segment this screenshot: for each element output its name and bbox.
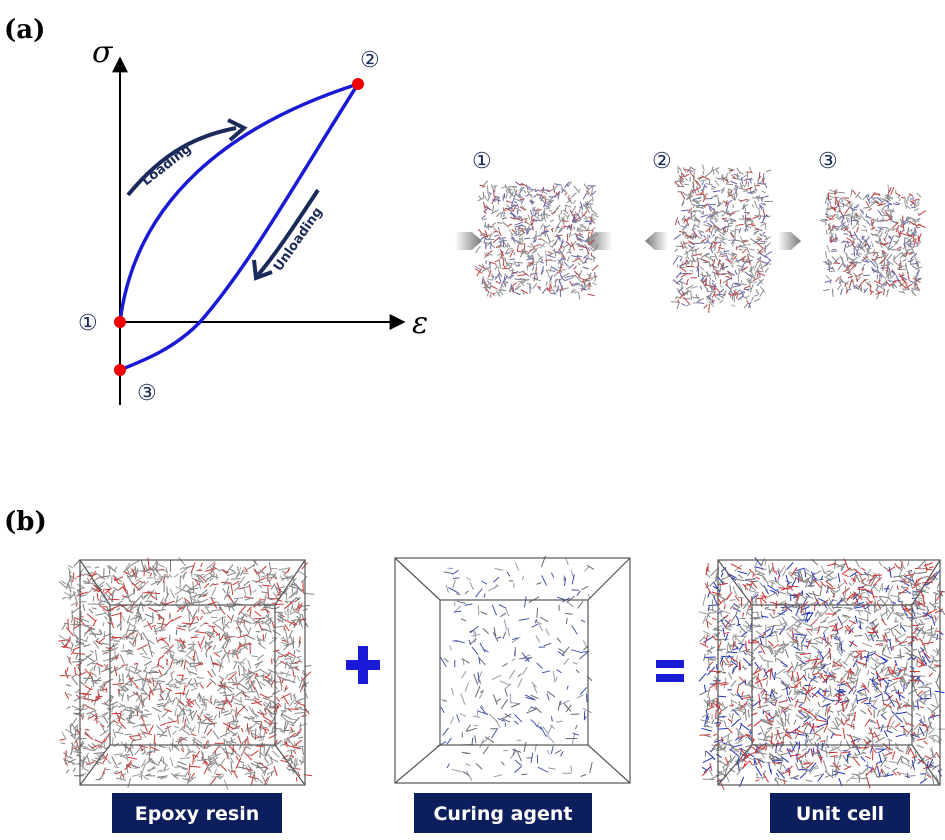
molecule-bonds	[442, 556, 594, 777]
push-arrow	[455, 232, 482, 250]
molecule-bonds	[699, 557, 944, 787]
molecule-bonds	[699, 559, 945, 785]
annotation: Unloading	[271, 205, 326, 274]
figure: (a) σ ε ① ② ③ Loading Unloading ① ② ③ (b…	[0, 0, 945, 840]
point-label: ②	[360, 48, 380, 73]
loading-curve	[120, 84, 358, 322]
axis-label: ε	[412, 306, 428, 341]
state-label: ②	[652, 149, 672, 174]
pull-arrow	[778, 232, 801, 250]
equals-sign	[656, 674, 684, 682]
molecules	[58, 165, 945, 790]
cell-frames	[80, 558, 940, 785]
box-label: Curing agent	[433, 803, 572, 825]
box-label: Unit cell	[796, 803, 884, 825]
panel-label: (a)	[4, 15, 45, 45]
axis-label: σ	[92, 35, 114, 70]
panel-label: (b)	[4, 507, 47, 537]
point	[114, 364, 126, 376]
point-label: ①	[78, 311, 98, 336]
pull-arrow	[645, 232, 668, 250]
plus-sign	[346, 646, 380, 684]
box-label: Epoxy resin	[135, 803, 260, 825]
point-label: ③	[137, 381, 157, 406]
state-label: ①	[472, 149, 492, 174]
equals-sign	[656, 660, 684, 668]
molecule-bonds	[59, 560, 309, 791]
point	[352, 78, 364, 90]
point	[114, 316, 126, 328]
state-label: ③	[818, 149, 838, 174]
